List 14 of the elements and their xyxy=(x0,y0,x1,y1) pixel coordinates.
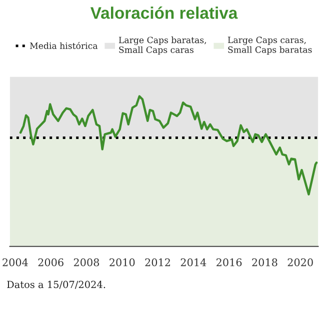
x-tick-label: 2012 xyxy=(145,258,170,266)
x-tick-label: 2004 xyxy=(2,258,28,266)
x-tick-label: 2006 xyxy=(38,258,64,266)
legend-label: Media histórica xyxy=(30,42,98,49)
x-tick-label: 2018 xyxy=(252,258,278,266)
x-tick-label: 2016 xyxy=(216,258,242,266)
x-tick-label: 2008 xyxy=(74,258,100,266)
text: Datos a 15/07/2024. xyxy=(7,280,106,289)
legend-label: Large Caps baratas, Small Caps caras xyxy=(118,36,206,55)
legend-label: Large Caps caras, Small Caps baratas xyxy=(228,36,312,55)
x-tick-label: 2020 xyxy=(288,258,313,266)
chart-title: Valoración relativa xyxy=(90,6,238,19)
x-tick-label: 2010 xyxy=(110,258,135,266)
x-tick-label: 2014 xyxy=(180,258,206,266)
